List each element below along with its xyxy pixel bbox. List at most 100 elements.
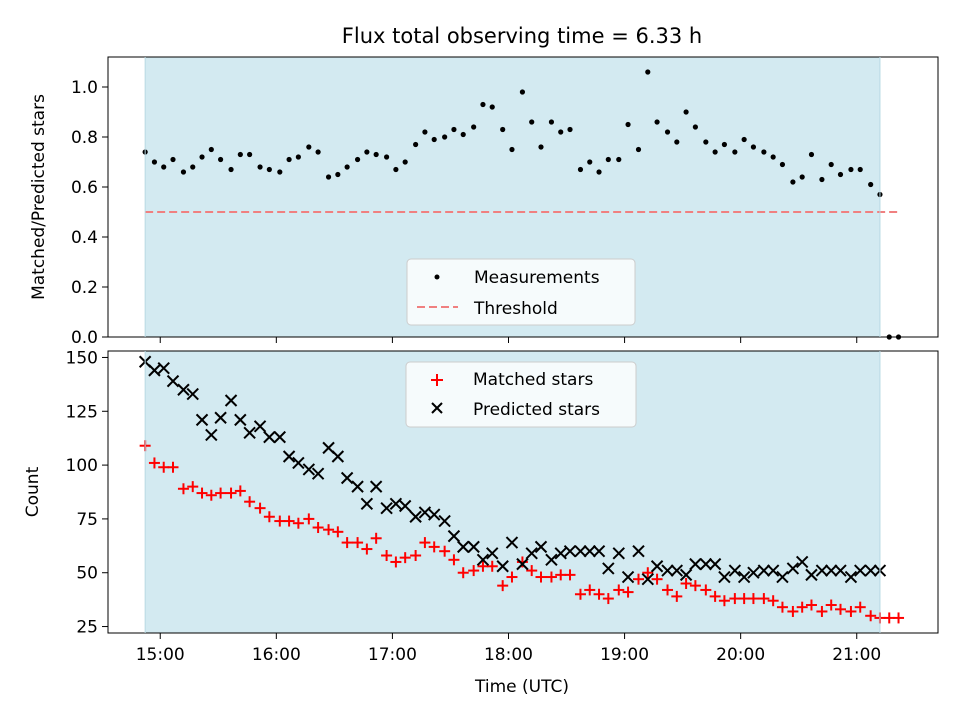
predicted-star-point [766,564,780,577]
measurement-point [857,166,863,173]
measurement-point [654,119,660,125]
predicted-star-point [418,506,432,519]
measurement-point [384,154,390,160]
measurement-point [548,119,555,125]
predicted-star-point [177,383,190,396]
predicted-star-point [699,557,713,571]
predicted-star-point [534,540,548,554]
predicted-star-point [834,564,847,577]
matched-star-point [584,584,596,596]
matched-star-point [602,593,614,605]
matched-star-point [497,580,509,592]
bottom-y-ticks: 25 50 75 100 125 150 [66,348,108,638]
predicted-star-point [351,480,364,493]
measurement-point [616,156,622,163]
measurement-point [645,69,651,75]
matched-star-point [303,513,315,525]
matched-star-point [419,537,431,549]
legend-matched-label: Matched stars [473,370,593,390]
bottom-y-axis-label: Count [23,466,43,517]
measurement-point [295,154,301,160]
measurement-point [344,164,350,170]
measurement-point [837,171,844,178]
measurement-point [519,89,526,95]
measurement-point [605,156,611,163]
measurement-point [161,164,167,170]
predicted-star-point [554,547,567,560]
matched-star-point [729,593,741,605]
measurement-point [451,126,457,133]
measurement-point [683,109,689,115]
measurement-point [151,159,158,165]
measurement-point [577,166,584,173]
matched-star-point [526,565,538,577]
measurement-point [354,156,361,163]
measurement-point [848,166,854,173]
x-tick-label: 15:00 [136,645,185,665]
predicted-star-point [292,456,305,470]
y-tick-label: 0.4 [71,228,98,248]
predicted-star-point [592,544,606,558]
matched-star-point [796,601,808,613]
measurement-point [266,166,272,173]
predicted-star-point [457,540,470,554]
measurement-point [529,119,535,125]
measurement-point [373,151,379,158]
matched-star-point [700,584,712,596]
predicted-star-point [602,562,615,575]
measurement-point [674,139,680,145]
measurements-series [142,69,902,340]
predicted-star-point [282,450,296,463]
matched-star-point [506,571,518,583]
predicted-star-point [844,570,858,584]
matched-star-point [651,573,663,585]
measurement-point [558,129,564,135]
matched-star-point [574,588,586,600]
matched-star-point [671,590,683,602]
x-tick-label: 19:00 [600,645,649,665]
matched-star-point [805,599,817,611]
predicted-star-point [369,480,383,493]
predicted-star-point [545,553,558,567]
predicted-star-point [205,428,218,442]
matched-star-point [234,485,246,497]
predicted-star-point [815,564,829,577]
x-tick-label: 20:00 [716,645,765,665]
y-tick-label: 100 [66,456,98,476]
matched-star-point [439,545,451,557]
legend-predicted-label: Predicted stars [473,400,600,420]
predicted-star-point [728,564,742,577]
matched-star-point [196,487,208,499]
measurement-point [779,161,786,168]
measurement-point [790,179,796,185]
predicted-star-point [641,572,654,586]
measurement-point [277,169,283,175]
measurement-point [664,129,671,135]
measurement-point [799,174,805,180]
predicted-star-point [166,374,180,388]
matched-star-point [662,584,674,596]
measurement-point [500,126,506,133]
matched-star-point [457,567,469,579]
measurement-point [442,134,448,140]
x-tick-label: 21:00 [832,645,881,665]
predicted-star-point [632,544,645,558]
matched-star-point [381,550,393,562]
matched-star-point [845,605,857,617]
predicted-star-point [214,411,227,424]
predicted-star-point [331,450,345,463]
matched-star-point [361,543,373,555]
measurement-point [402,159,408,165]
legend-threshold-label: Threshold [473,299,558,319]
matched-star-point [787,605,799,617]
predicted-star-point [409,510,422,523]
legend-measurements-label: Measurements [474,268,600,288]
predicted-star-point [186,387,199,401]
measurement-point [325,174,332,180]
matched-star-point [816,605,828,617]
measurement-point [237,151,243,158]
predicted-star-point [661,564,674,577]
y-tick-label: 0.8 [71,128,98,148]
predicted-star-point [757,564,771,577]
predicted-star-point [243,426,256,440]
